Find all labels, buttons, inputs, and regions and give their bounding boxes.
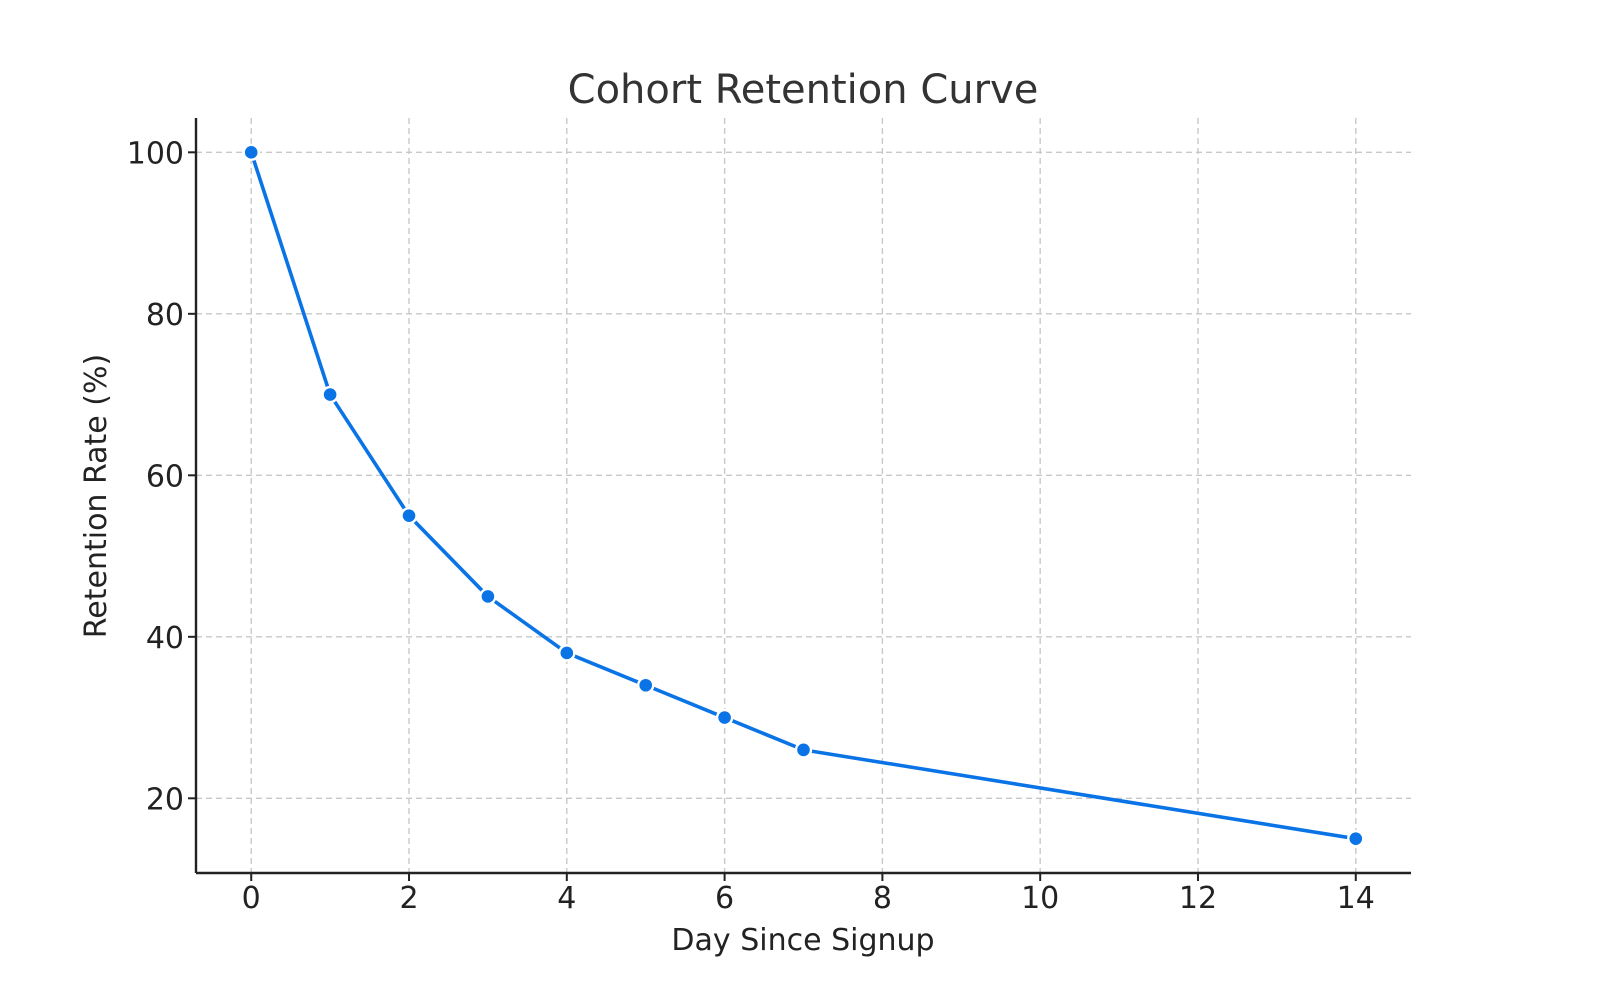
chart-title: Cohort Retention Curve [568,67,1039,113]
y-tick-label: 80 [146,298,184,333]
y-axis-label: Retention Rate (%) [79,354,114,638]
x-tick-label: 10 [1021,881,1059,916]
data-point [794,741,813,759]
data-point [242,143,260,162]
series-line [249,150,1358,841]
x-axis-label: Day Since Signup [671,923,934,958]
data-point [400,506,418,525]
y-tick-label: 100 [127,136,184,171]
x-tick-label: 4 [557,881,576,916]
data-point [558,644,576,662]
series [242,143,1365,848]
y-tick-label: 60 [146,459,184,494]
data-point [321,385,339,404]
y-tick-label: 40 [146,621,184,656]
data-point [479,587,497,606]
ticks: 0 2 4 6 8 10 12 14 20 40 60 80 100 [127,136,1375,916]
data-point [715,708,734,727]
axes [194,118,1411,875]
grid [196,118,1411,873]
x-tick-label: 14 [1337,881,1375,916]
x-tick-label: 2 [399,881,418,916]
x-tick-label: 12 [1179,881,1217,916]
x-tick-label: 6 [715,881,734,916]
x-tick-label: 0 [242,881,261,916]
x-tick-label: 8 [873,881,892,916]
data-point [637,676,655,694]
data-point [1347,829,1365,848]
y-tick-label: 20 [146,782,184,817]
